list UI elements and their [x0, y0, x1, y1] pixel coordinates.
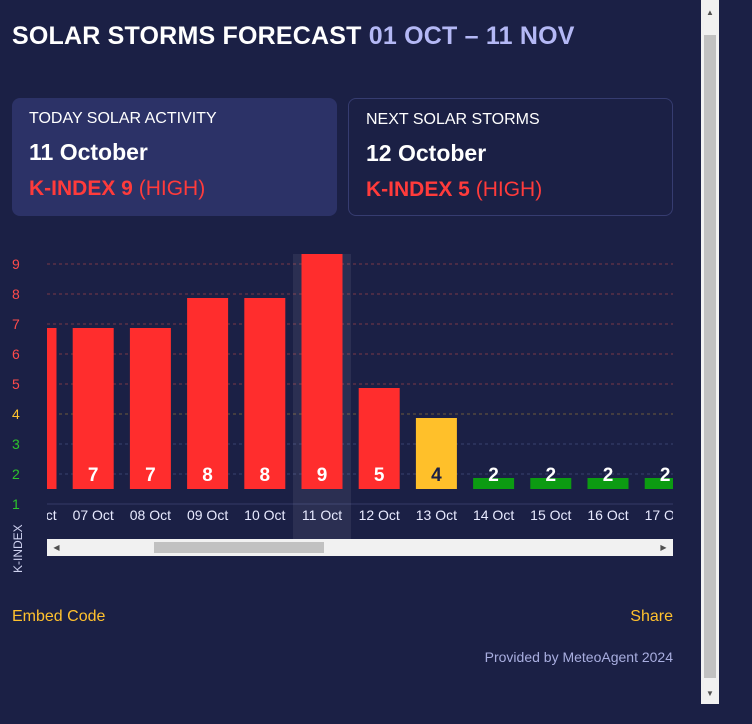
bar-value-label: 7 [88, 465, 99, 486]
x-tick-label: 13 Oct [416, 507, 457, 523]
y-tick-label: 4 [12, 406, 20, 422]
bar-07-oct [72, 328, 114, 489]
page-vertical-scrollbar[interactable]: ▲ ▼ [701, 0, 719, 704]
y-tick-label: 6 [12, 346, 20, 362]
embed-code-link[interactable]: Embed Code [12, 608, 106, 625]
x-tick-label: 06 Oct [15, 507, 56, 523]
share-link[interactable]: Share [630, 608, 673, 625]
bar-value-label: 7 [145, 465, 156, 486]
title-text: SOLAR STORMS FORECAST [12, 22, 362, 50]
y-tick-label: 1 [12, 496, 20, 512]
bar-value-label: 2 [546, 465, 557, 486]
bar-value-label: 4 [431, 465, 442, 486]
next-card-label: NEXT SOLAR STORMS [366, 111, 540, 128]
bar-13-oct [415, 418, 457, 489]
x-tick-label: 14 Oct [473, 507, 514, 523]
next-kindex-value: K-INDEX 5 [366, 178, 470, 201]
scroll-down-icon[interactable]: ▼ [706, 689, 714, 698]
bar-09-oct [187, 298, 229, 489]
chart-horizontal-scrollbar[interactable]: ◀ ▶ [47, 539, 673, 556]
next-storms-card: NEXT SOLAR STORMS 12 October K-INDEX 5 (… [348, 98, 673, 216]
y-tick-label: 5 [12, 376, 20, 392]
x-tick-label: 07 Oct [73, 507, 114, 523]
bar-value-label: 5 [374, 465, 385, 486]
page-scroll-thumb[interactable] [704, 35, 716, 678]
y-tick-label: 7 [12, 316, 20, 332]
y-tick-label: 2 [12, 466, 20, 482]
x-tick-label: 15 Oct [530, 507, 571, 523]
y-tick-label: 9 [12, 256, 20, 272]
today-kindex-level: (HIGH) [138, 177, 206, 200]
x-tick-label: 10 Oct [244, 507, 285, 523]
bar-value-label: 2 [660, 465, 671, 486]
title-date-range: 01 OCT – 11 NOV [368, 22, 575, 50]
today-activity-card: TODAY SOLAR ACTIVITY 11 October K-INDEX … [12, 98, 337, 216]
bar-15-oct [530, 478, 572, 489]
bar-11-oct [301, 254, 343, 489]
today-card-kindex: K-INDEX 9 (HIGH) [29, 177, 320, 201]
bar-value-label: 7 [31, 465, 42, 486]
bar-06-oct [47, 328, 57, 489]
x-tick-label: 12 Oct [359, 507, 400, 523]
x-tick-label: 11 Oct [302, 507, 342, 523]
bar-value-label: 8 [260, 465, 271, 486]
y-axis-label: K-INDEX [11, 524, 25, 573]
bar-value-label: 2 [603, 465, 614, 486]
chart-scroll-thumb[interactable] [154, 542, 324, 553]
scroll-up-icon[interactable]: ▲ [706, 8, 714, 17]
provided-by-credit: Provided by MeteoAgent 2024 [484, 649, 673, 665]
bar-value-label: 8 [202, 465, 213, 486]
bar-17-oct [644, 478, 673, 489]
today-card-date: 11 October [29, 139, 148, 165]
next-kindex-level: (HIGH) [475, 178, 543, 201]
x-tick-label: 09 Oct [187, 507, 228, 523]
scroll-right-icon[interactable]: ▶ [660, 543, 667, 552]
bar-value-label: 2 [488, 465, 499, 486]
x-tick-label: 08 Oct [130, 507, 171, 523]
today-card-label: TODAY SOLAR ACTIVITY [29, 110, 217, 127]
bar-value-label: 9 [317, 465, 328, 486]
today-kindex-value: K-INDEX 9 [29, 177, 133, 200]
bar-14-oct [473, 478, 515, 489]
y-tick-label: 3 [12, 436, 20, 452]
x-tick-label: 16 Oct [587, 507, 628, 523]
bar-16-oct [587, 478, 629, 489]
next-card-date: 12 October [366, 140, 487, 166]
y-tick-label: 8 [12, 286, 20, 302]
kindex-bar-chart: 1 2 3 4 5 6 7 8 9 7 06 Oct 7 07 Oct 7 08 Oct 8 09 Oct 8 1… [12, 254, 686, 540]
bar-12-oct [358, 388, 400, 489]
page-title: SOLAR STORMS FORECAST 01 OCT – 11 NOV [12, 22, 575, 51]
x-tick-label: 17 Oct [645, 507, 686, 523]
next-card-kindex: K-INDEX 5 (HIGH) [366, 178, 655, 202]
bar-10-oct [244, 298, 286, 489]
scroll-left-icon[interactable]: ◀ [53, 543, 60, 552]
bar-08-oct [129, 328, 171, 489]
